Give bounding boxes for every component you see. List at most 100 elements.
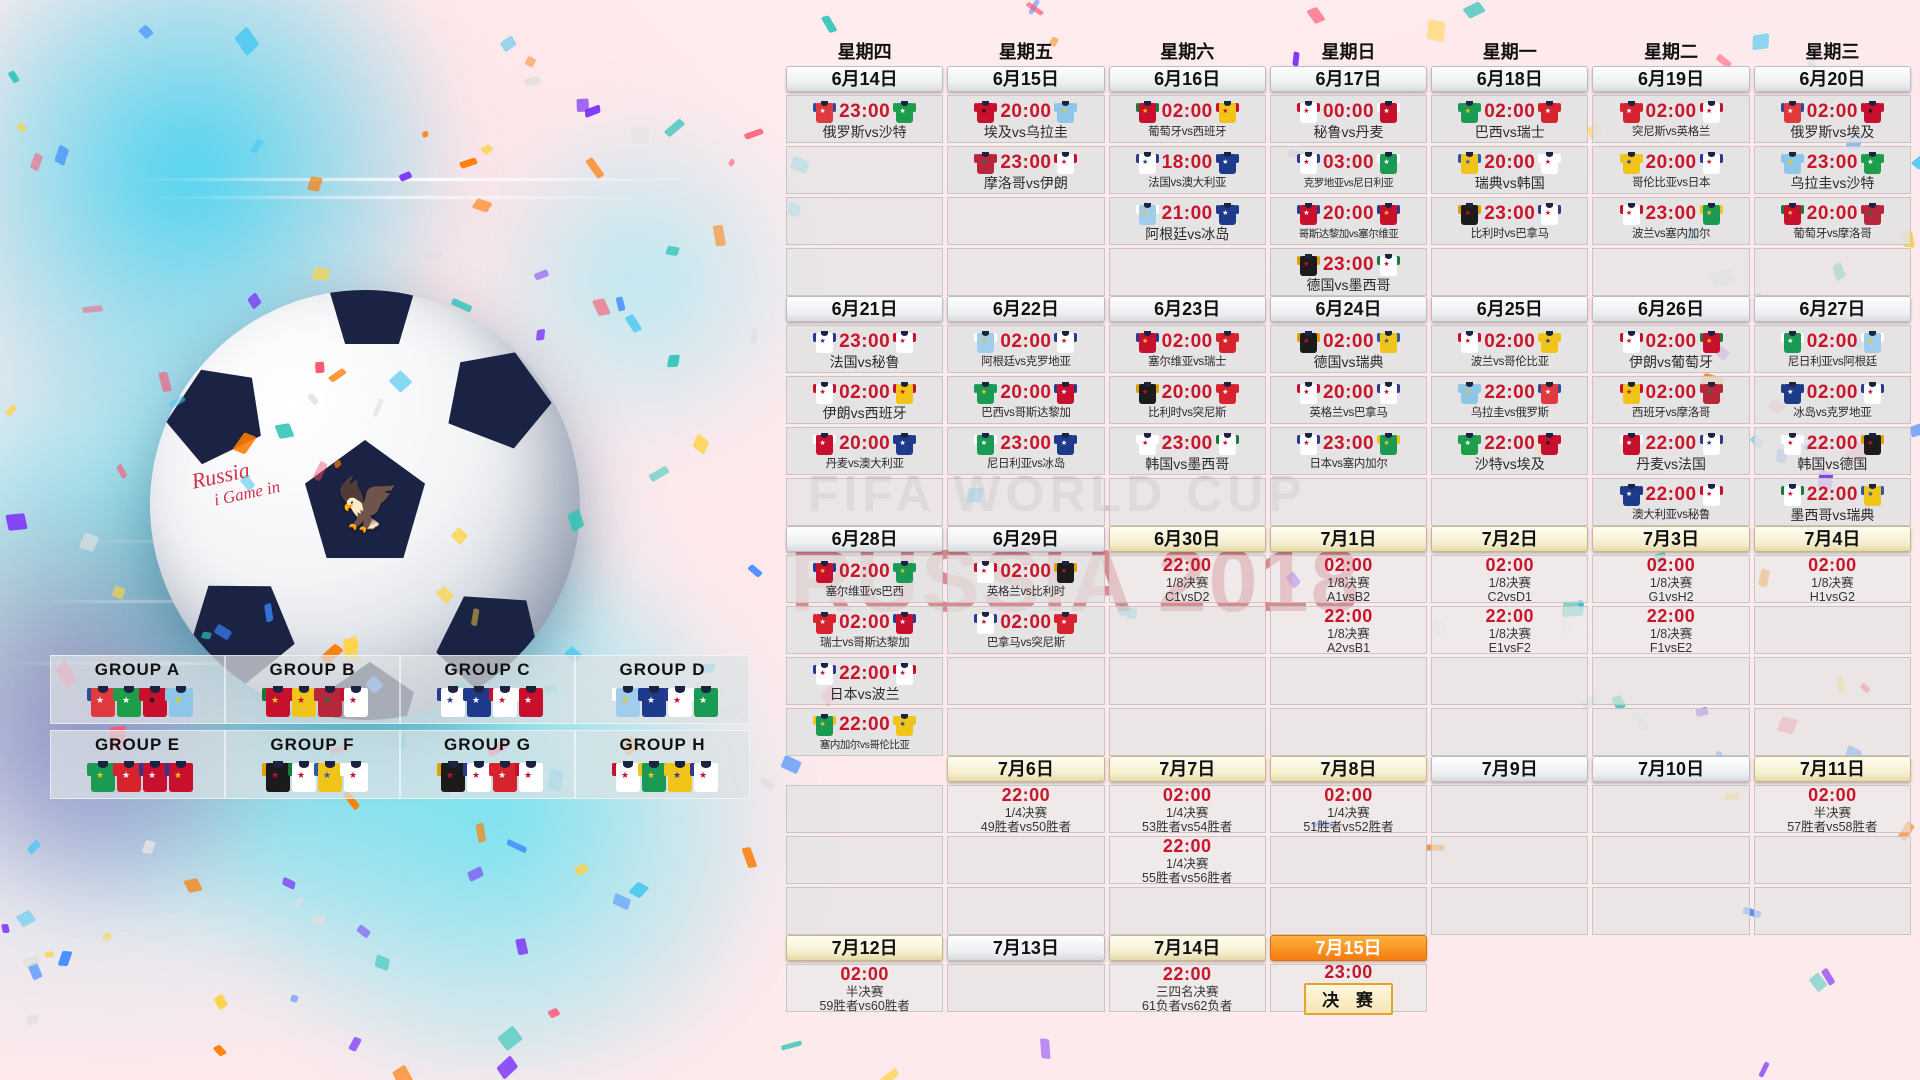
group-match-cell[interactable]: ★ 00:00 ★ 秘鲁vs丹麦 <box>1269 95 1428 143</box>
date-header-cell[interactable]: 7月9日 <box>1431 756 1589 782</box>
date-header-cell[interactable]: 7月12日 <box>786 935 944 961</box>
group-match-cell[interactable]: ★ 20:00 ★ 巴西vs哥斯达黎加 <box>947 376 1105 424</box>
group-match-cell[interactable]: ★ 22:00 ★ 韩国vs德国 <box>1753 427 1911 475</box>
group-match-cell[interactable]: ★ 02:00 ★ 冰岛vs克罗地亚 <box>1753 376 1911 424</box>
group-match-cell[interactable]: ★ 02:00 ★ 伊朗vs西班牙 <box>786 376 944 424</box>
group-box-d[interactable]: GROUP D ★ ★ ★ ★ <box>575 655 750 724</box>
group-match-cell[interactable]: ★ 22:00 ★ 澳大利亚vs秘鲁 <box>1592 478 1750 526</box>
group-match-cell[interactable]: ★ 23:00 ★ 波兰vs塞内加尔 <box>1592 197 1750 245</box>
group-match-cell[interactable]: ★ 22:00 ★ 沙特vs埃及 <box>1431 427 1589 475</box>
group-match-cell[interactable]: ★ 02:00 ★ 阿根廷vs克罗地亚 <box>947 325 1105 373</box>
date-header-cell[interactable]: 6月20日 <box>1753 66 1911 92</box>
date-header-cell[interactable]: 6月21日 <box>786 296 944 322</box>
group-match-cell[interactable]: ★ 23:00 ★ 尼日利亚vs冰岛 <box>947 427 1105 475</box>
date-header-cell[interactable]: 7月6日 <box>947 756 1105 782</box>
group-match-cell[interactable]: ★ 23:00 ★ 摩洛哥vs伊朗 <box>947 146 1105 194</box>
group-match-cell[interactable]: ★ 20:00 ★ 丹麦vs澳大利亚 <box>786 427 944 475</box>
group-match-cell[interactable]: ★ 02:00 ★ 波兰vs哥伦比亚 <box>1431 325 1589 373</box>
date-header-cell[interactable]: 6月17日 <box>1269 66 1428 92</box>
group-box-f[interactable]: GROUP F ★ ★ ★ ★ <box>225 730 400 799</box>
group-match-cell[interactable]: ★ 02:00 ★ 巴西vs瑞士 <box>1431 95 1589 143</box>
knockout-match-cell[interactable]: 22:00 1/4决赛 49胜者vs50胜者 <box>947 785 1105 834</box>
group-match-cell[interactable]: ★ 02:00 ★ 突尼斯vs英格兰 <box>1592 95 1750 143</box>
knockout-match-cell[interactable]: 02:00 半决赛 57胜者vs58胜者 <box>1753 785 1911 834</box>
group-match-cell[interactable]: ★ 23:00 ★ 比利时vs巴拿马 <box>1431 197 1589 245</box>
knockout-match-cell[interactable]: 02:00 1/8决赛 A1vsB2 <box>1269 555 1428 604</box>
group-match-cell[interactable]: ★ 22:00 ★ 日本vs波兰 <box>786 657 944 705</box>
group-match-cell[interactable]: ★ 20:00 ★ 哥斯达黎加vs塞尔维亚 <box>1269 197 1428 245</box>
group-box-g[interactable]: GROUP G ★ ★ ★ ★ <box>400 730 575 799</box>
date-header-cell[interactable]: 6月30日 <box>1108 526 1266 552</box>
date-header-cell[interactable]: 7月7日 <box>1108 756 1266 782</box>
final-match-cell[interactable]: 23:00 决 赛 <box>1269 962 1428 1015</box>
knockout-match-cell[interactable]: 02:00 1/8决赛 G1vsH2 <box>1592 555 1750 604</box>
knockout-match-cell[interactable]: 22:00 1/8决赛 F1vsE2 <box>1592 606 1750 655</box>
group-match-cell[interactable]: ★ 20:00 ★ 哥伦比亚vs日本 <box>1592 146 1750 194</box>
date-header-cell[interactable]: 6月23日 <box>1108 296 1266 322</box>
group-match-cell[interactable]: ★ 22:00 ★ 墨西哥vs瑞典 <box>1753 478 1911 526</box>
group-box-h[interactable]: GROUP H ★ ★ ★ ★ <box>575 730 750 799</box>
group-match-cell[interactable]: ★ 23:00 ★ 日本vs塞内加尔 <box>1269 427 1428 475</box>
group-match-cell[interactable]: ★ 02:00 ★ 英格兰vs比利时 <box>947 555 1105 603</box>
group-match-cell[interactable]: ★ 23:00 ★ 法国vs秘鲁 <box>786 325 944 373</box>
date-header-cell[interactable]: 6月19日 <box>1592 66 1750 92</box>
date-header-cell[interactable]: 6月29日 <box>947 526 1105 552</box>
group-match-cell[interactable]: ★ 23:00 ★ 乌拉圭vs沙特 <box>1753 146 1911 194</box>
date-header-cell[interactable]: 6月27日 <box>1753 296 1911 322</box>
group-match-cell[interactable]: ★ 20:00 ★ 比利时vs突尼斯 <box>1108 376 1266 424</box>
group-match-cell[interactable]: ★ 02:00 ★ 葡萄牙vs西班牙 <box>1108 95 1266 143</box>
group-match-cell[interactable]: ★ 20:00 ★ 葡萄牙vs摩洛哥 <box>1753 197 1911 245</box>
knockout-match-cell[interactable]: 22:00 三四名决赛 61负者vs62负者 <box>1108 964 1266 1013</box>
date-header-cell[interactable]: 7月13日 <box>947 935 1105 961</box>
group-match-cell[interactable]: ★ 02:00 ★ 伊朗vs葡萄牙 <box>1592 325 1750 373</box>
date-header-cell[interactable]: 7月15日 <box>1269 935 1428 961</box>
knockout-match-cell[interactable]: 22:00 1/8决赛 E1vsF2 <box>1431 606 1589 655</box>
group-match-cell[interactable]: ★ 23:00 ★ 俄罗斯vs沙特 <box>786 95 944 143</box>
group-match-cell[interactable]: ★ 22:00 ★ 丹麦vs法国 <box>1592 427 1750 475</box>
date-header-cell[interactable]: 6月28日 <box>786 526 944 552</box>
date-header-cell[interactable]: 7月14日 <box>1108 935 1266 961</box>
group-match-cell[interactable]: ★ 02:00 ★ 塞尔维亚vs巴西 <box>786 555 944 603</box>
knockout-match-cell[interactable]: 02:00 1/4决赛 51胜者vs52胜者 <box>1269 785 1428 834</box>
group-match-cell[interactable]: ★ 02:00 ★ 西班牙vs摩洛哥 <box>1592 376 1750 424</box>
date-header-cell[interactable]: 7月11日 <box>1753 756 1911 782</box>
group-match-cell[interactable]: ★ 22:00 ★ 塞内加尔vs哥伦比亚 <box>786 708 944 756</box>
group-match-cell[interactable]: ★ 21:00 ★ 阿根廷vs冰岛 <box>1108 197 1266 245</box>
group-match-cell[interactable]: ★ 20:00 ★ 瑞典vs韩国 <box>1431 146 1589 194</box>
group-box-b[interactable]: GROUP B ★ ★ ★ ★ <box>225 655 400 724</box>
group-match-cell[interactable]: ★ 03:00 ★ 克罗地亚vs尼日利亚 <box>1269 146 1428 194</box>
date-header-cell[interactable]: 6月26日 <box>1592 296 1750 322</box>
knockout-match-cell[interactable]: 22:00 1/8决赛 A2vsB1 <box>1269 606 1428 655</box>
date-header-cell[interactable]: 6月18日 <box>1431 66 1589 92</box>
group-match-cell[interactable]: ★ 20:00 ★ 英格兰vs巴拿马 <box>1269 376 1428 424</box>
group-match-cell[interactable]: ★ 02:00 ★ 瑞士vs哥斯达黎加 <box>786 606 944 654</box>
group-match-cell[interactable]: ★ 02:00 ★ 巴拿马vs突尼斯 <box>947 606 1105 654</box>
group-match-cell[interactable]: ★ 20:00 ★ 埃及vs乌拉圭 <box>947 95 1105 143</box>
knockout-match-cell[interactable]: 22:00 1/8决赛 C1vsD2 <box>1108 555 1266 604</box>
group-match-cell[interactable]: ★ 23:00 ★ 韩国vs墨西哥 <box>1108 427 1266 475</box>
group-box-e[interactable]: GROUP E ★ ★ ★ ★ <box>50 730 225 799</box>
date-header-cell[interactable]: 6月16日 <box>1108 66 1266 92</box>
date-header-cell[interactable]: 6月22日 <box>947 296 1105 322</box>
group-box-c[interactable]: GROUP C ★ ★ ★ ★ <box>400 655 575 724</box>
group-match-cell[interactable]: ★ 18:00 ★ 法国vs澳大利亚 <box>1108 146 1266 194</box>
date-header-cell[interactable]: 7月4日 <box>1753 526 1911 552</box>
group-match-cell[interactable]: ★ 02:00 ★ 塞尔维亚vs瑞士 <box>1108 325 1266 373</box>
group-match-cell[interactable]: ★ 23:00 ★ 德国vs墨西哥 <box>1269 248 1428 296</box>
knockout-match-cell[interactable]: 22:00 1/4决赛 55胜者vs56胜者 <box>1108 836 1266 885</box>
knockout-match-cell[interactable]: 02:00 1/4决赛 53胜者vs54胜者 <box>1108 785 1266 834</box>
date-header-cell[interactable]: 6月14日 <box>786 66 944 92</box>
date-header-cell[interactable]: 6月25日 <box>1431 296 1589 322</box>
group-box-a[interactable]: GROUP A ★ ★ ★ ★ <box>50 655 225 724</box>
knockout-match-cell[interactable]: 02:00 半决赛 59胜者vs60胜者 <box>786 964 944 1013</box>
group-match-cell[interactable]: ★ 02:00 ★ 俄罗斯vs埃及 <box>1753 95 1911 143</box>
date-header-cell[interactable]: 6月15日 <box>947 66 1105 92</box>
group-match-cell[interactable]: ★ 02:00 ★ 德国vs瑞典 <box>1269 325 1428 373</box>
group-match-cell[interactable]: ★ 22:00 ★ 乌拉圭vs俄罗斯 <box>1431 376 1589 424</box>
group-match-cell[interactable]: ★ 02:00 ★ 尼日利亚vs阿根廷 <box>1753 325 1911 373</box>
date-header-cell[interactable]: 7月1日 <box>1269 526 1428 552</box>
knockout-match-cell[interactable]: 02:00 1/8决赛 C2vsD1 <box>1431 555 1589 604</box>
date-header-cell[interactable]: 7月3日 <box>1592 526 1750 552</box>
date-header-cell[interactable]: 6月24日 <box>1269 296 1428 322</box>
date-header-cell[interactable]: 7月8日 <box>1269 756 1428 782</box>
